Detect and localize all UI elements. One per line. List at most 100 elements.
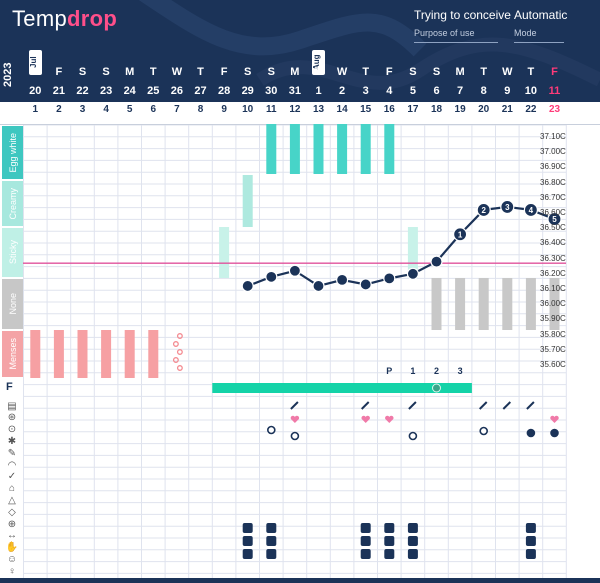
symptom-category-icon[interactable]: ✱ xyxy=(7,435,17,447)
symptom-category-icon[interactable]: ⊙ xyxy=(7,424,17,436)
date-label[interactable]: 6 xyxy=(433,85,440,97)
menses-bar xyxy=(53,330,64,378)
menses-bar xyxy=(77,330,88,378)
weekday-label: F xyxy=(55,66,63,78)
date-label[interactable]: 28 xyxy=(217,85,231,97)
date-label[interactable]: 11 xyxy=(548,85,561,97)
cycle-day-number: 10 xyxy=(242,104,254,115)
phase-egg-white-label: Egg white xyxy=(3,125,23,180)
date-label[interactable]: 30 xyxy=(265,85,278,97)
cycle-day-number: 8 xyxy=(197,104,204,115)
weekday-label: T xyxy=(480,66,488,78)
menses-bar xyxy=(124,330,135,378)
date-label[interactable]: 27 xyxy=(194,85,207,97)
weekday-label: S xyxy=(409,66,417,78)
symptom-square xyxy=(242,549,253,559)
symptom-category-icon[interactable]: △ xyxy=(8,494,16,506)
date-label[interactable]: 10 xyxy=(524,85,538,97)
date-label[interactable]: 31 xyxy=(288,85,302,97)
date-label[interactable]: 9 xyxy=(504,85,511,97)
phase-sticky-label: Sticky xyxy=(3,227,23,278)
cycle-day-number: 11 xyxy=(266,104,277,115)
symptom-category-icon[interactable]: ⊛ xyxy=(7,412,17,424)
symptom-square xyxy=(525,523,536,533)
symptom-category-icon[interactable]: ◠ xyxy=(7,459,17,471)
date-label[interactable]: 21 xyxy=(52,85,66,97)
symptom-category-icon[interactable]: ⌂ xyxy=(8,483,16,495)
date-label[interactable]: 5 xyxy=(409,85,416,97)
fertile-marker: 2 xyxy=(433,366,439,376)
weekday-label: T xyxy=(527,66,535,78)
heart-icon xyxy=(290,415,300,423)
symptom-category-icon[interactable]: ↔ xyxy=(7,530,17,542)
temperature-point xyxy=(383,272,396,285)
date-label[interactable]: 2 xyxy=(339,85,346,97)
mode-value[interactable]: Automatic xyxy=(514,8,568,22)
none-bar xyxy=(455,278,466,330)
date-label[interactable]: 22 xyxy=(76,85,89,97)
date-label[interactable]: 24 xyxy=(123,85,136,97)
symptom-category-icon[interactable]: ☺ xyxy=(6,553,18,565)
date-label[interactable]: 23 xyxy=(99,85,113,97)
symptom-category-icon[interactable]: ✎ xyxy=(7,447,17,459)
pencil-icon xyxy=(360,401,370,410)
temperature-tick-label: 35.70C xyxy=(540,344,566,354)
temperature-tick-label: 36.00C xyxy=(540,299,566,309)
temperature-tick-label: 36.50C xyxy=(540,223,566,233)
phase-none-label: None xyxy=(3,278,23,330)
temperature-line xyxy=(247,205,555,288)
temperature-point xyxy=(359,278,372,291)
date-label[interactable]: 4 xyxy=(386,85,393,97)
temperature-tick-label: 36.30C xyxy=(540,253,566,263)
menses-bar xyxy=(101,330,112,378)
symptom-category-icon[interactable]: ◇ xyxy=(8,506,16,518)
date-label[interactable]: 29 xyxy=(241,85,254,97)
pencil-icon xyxy=(526,401,535,410)
symptom-square xyxy=(266,536,277,546)
cycle-day-number: 19 xyxy=(454,104,466,115)
symptom-square xyxy=(384,536,395,546)
cycle-day-number: 20 xyxy=(478,104,490,115)
symptom-square xyxy=(407,549,418,559)
cycle-day-number: 15 xyxy=(360,104,372,115)
purpose-value[interactable]: Trying to conceive xyxy=(414,8,511,22)
phase-label-text: Creamy xyxy=(8,187,18,220)
weekday-label: W xyxy=(171,66,183,78)
egg-white-bar xyxy=(266,124,277,174)
weekday-label: S xyxy=(432,66,441,78)
temperature-point xyxy=(336,273,349,286)
symptom-category-icon[interactable]: ▤ xyxy=(7,400,17,412)
date-label[interactable]: 3 xyxy=(362,85,369,97)
cycle-day-number: 3 xyxy=(79,104,86,115)
date-label[interactable]: 7 xyxy=(457,85,464,97)
symptom-category-icon[interactable]: ✓ xyxy=(7,471,17,483)
date-label[interactable]: 1 xyxy=(315,85,322,97)
spotting-dot xyxy=(176,349,183,355)
temperature-point xyxy=(500,199,515,215)
pencil-icon xyxy=(290,401,299,410)
open-circle-icon xyxy=(266,425,276,435)
date-label[interactable]: 25 xyxy=(147,85,160,97)
cycle-day-number: 16 xyxy=(383,104,395,115)
cycle-day-number: 17 xyxy=(407,104,419,115)
date-label[interactable]: 20 xyxy=(29,85,42,97)
open-circle-icon xyxy=(479,426,489,436)
date-label[interactable]: 8 xyxy=(480,85,487,97)
fertile-marker: P xyxy=(386,366,393,376)
symptom-square xyxy=(242,536,253,546)
temperature-point xyxy=(406,267,419,280)
cycle-day-number: 7 xyxy=(174,104,180,115)
date-label[interactable]: 26 xyxy=(170,85,184,97)
cycle-day-number: 12 xyxy=(289,104,301,115)
temperature-point-label: 2 xyxy=(481,206,486,215)
symptom-category-icon[interactable]: ✋ xyxy=(5,542,19,554)
temperature-point xyxy=(288,264,301,277)
weekday-label: W xyxy=(502,66,513,78)
symptom-category-icon[interactable]: ♀ xyxy=(8,565,16,577)
pencil-icon xyxy=(408,401,417,410)
cycle-day-number: 5 xyxy=(126,104,133,115)
spotting-dot xyxy=(176,365,183,371)
temperature-tick-label: 37.10C xyxy=(540,132,566,141)
symptom-category-icon[interactable]: ⊕ xyxy=(7,518,17,530)
